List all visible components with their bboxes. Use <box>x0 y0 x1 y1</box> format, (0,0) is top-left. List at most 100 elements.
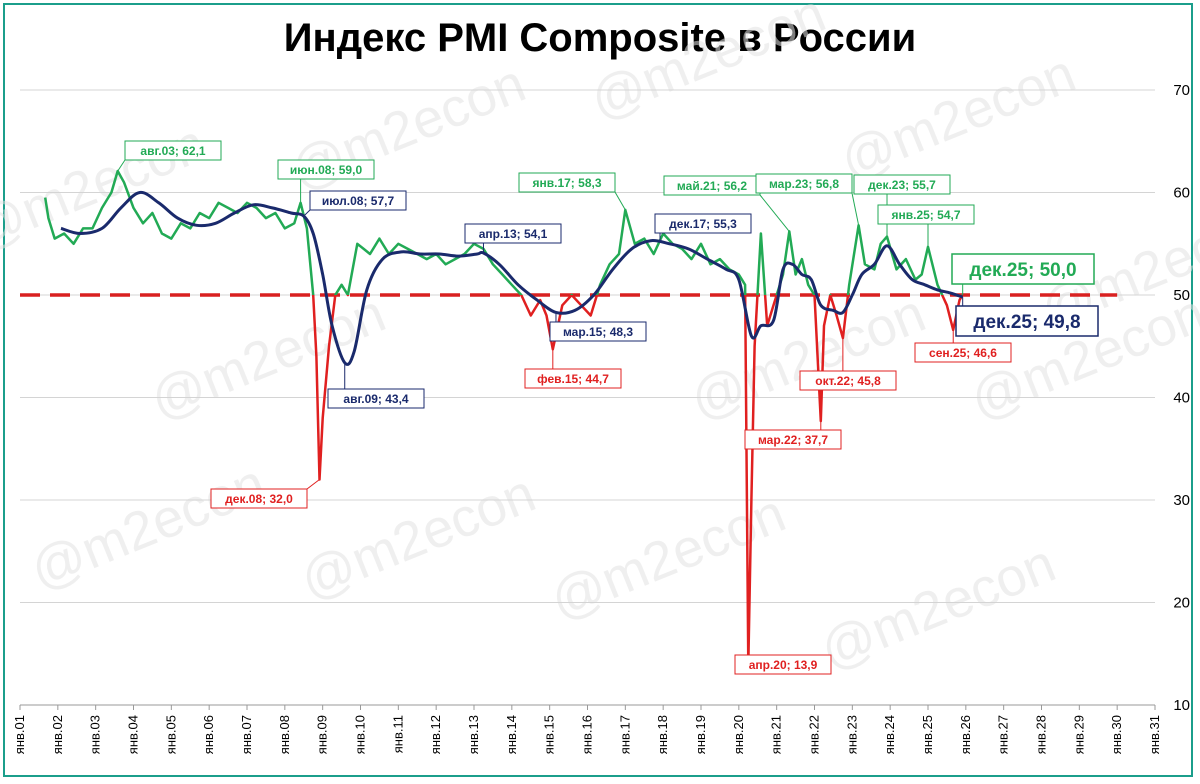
x-tick-26: янв.27 <box>996 715 1011 754</box>
annotation-label-7: мар.15; 48,3 <box>563 325 633 339</box>
watermark-11: @m2econ <box>682 283 933 431</box>
x-tick-19: янв.20 <box>731 715 746 754</box>
x-tick-5: янв.06 <box>201 715 216 754</box>
y-tick-20: 20 <box>1173 595 1190 612</box>
x-tick-27: янв.28 <box>1034 715 1049 754</box>
annotation-box-18 <box>799 370 897 391</box>
x-tick-29: янв.30 <box>1109 715 1124 754</box>
x-tick-24: янв.25 <box>920 715 935 754</box>
chart-frame <box>3 3 1193 777</box>
x-tick-1: янв.02 <box>50 715 65 754</box>
annotation-label-1: июн.08; 59,0 <box>290 163 363 177</box>
x-tick-7: янв.08 <box>277 715 292 754</box>
watermark-4: @m2econ <box>22 453 273 601</box>
annotation-box-1 <box>277 159 375 180</box>
x-tick-9: янв.10 <box>353 715 368 754</box>
annotation-box-17 <box>744 429 842 450</box>
annotation-label-9: дек.17; 55,3 <box>669 217 737 231</box>
x-tick-21: янв.22 <box>807 715 822 754</box>
x-tick-22: янв.23 <box>844 715 859 754</box>
annotation-leader-2 <box>303 209 311 217</box>
x-tick-23: янв.24 <box>882 715 897 754</box>
annotation-leader-3 <box>306 479 320 490</box>
annotation-box-2 <box>309 190 407 211</box>
x-tick-2: янв.03 <box>88 715 103 754</box>
y-tick-30: 30 <box>1173 492 1190 509</box>
series-monthly-below <box>311 295 964 667</box>
watermark-6: @m2econ <box>542 483 793 631</box>
annotation-box-6 <box>518 172 616 193</box>
x-tick-30: янв.31 <box>1147 715 1162 754</box>
x-tick-4: янв.05 <box>163 715 178 754</box>
x-tick-6: янв.07 <box>239 715 254 754</box>
annotation-label-6: янв.17; 58,3 <box>533 176 602 190</box>
annotation-label-11: мар.23; 56,8 <box>769 177 839 191</box>
annotation-leader-0 <box>117 159 126 172</box>
x-tick-12: янв.13 <box>466 715 481 754</box>
annotation-box-4 <box>327 388 425 409</box>
watermark-10: @m2econ <box>142 283 393 431</box>
annotation-label-0: авг.03; 62,1 <box>140 144 206 158</box>
annotation-box-12 <box>853 174 951 195</box>
annotation-box-0 <box>124 140 222 161</box>
annotation-label-19: сен.25; 46,6 <box>929 346 997 360</box>
annotation-box-5 <box>464 223 562 244</box>
annotation-box-8 <box>524 368 622 389</box>
annotation-label-4: авг.09; 43,4 <box>343 392 409 406</box>
x-tick-10: янв.11 <box>390 715 405 753</box>
annotation-label-18: окт.22; 45,8 <box>815 374 881 388</box>
watermark-7: @m2econ <box>812 533 1063 681</box>
x-tick-8: янв.09 <box>315 715 330 754</box>
chart-title: Индекс PMI Composite в России <box>283 16 917 60</box>
y-tick-60: 60 <box>1173 185 1190 202</box>
annotation-label-2: июл.08; 57,7 <box>322 194 395 208</box>
x-tick-20: янв.21 <box>769 715 784 754</box>
watermark-5: @m2econ <box>292 463 543 611</box>
annotation-label-5: апр.13; 54,1 <box>479 227 548 241</box>
y-tick-10: 10 <box>1173 697 1190 714</box>
annotation-leader-6 <box>614 191 626 211</box>
axes-layer: 10 20 30 40 50 60 70 янв.01 янв.02 янв.03 янв.04 ян… <box>12 82 1190 754</box>
annotation-box-11 <box>755 173 853 194</box>
annotation-label-8: фев.15; 44,7 <box>537 372 609 386</box>
x-tick-17: янв.18 <box>655 715 670 754</box>
y-tick-40: 40 <box>1173 390 1190 407</box>
watermark-0: @m2econ <box>0 113 213 261</box>
annotation-label-13: янв.25; 54,7 <box>892 208 961 222</box>
y-tick-70: 70 <box>1173 82 1190 99</box>
watermark-3: @m2econ <box>832 43 1083 191</box>
annotation-box-3 <box>210 488 308 509</box>
x-tick-13: янв.14 <box>504 715 519 754</box>
annotation-box-19 <box>914 342 1012 363</box>
annotation-label-3: дек.08; 32,0 <box>225 492 293 506</box>
annotation-box-14 <box>951 253 1095 285</box>
annotations-layer: авг.03; 62,1 июн.08; 59,0 июл.08; 57,7 дек.… <box>117 140 1099 675</box>
series-monthly-above <box>43 169 963 295</box>
x-tick-15: янв.16 <box>580 715 595 754</box>
annotation-leader-10 <box>759 194 790 232</box>
x-tick-11: янв.12 <box>428 715 443 754</box>
x-tick-16: янв.17 <box>617 715 632 754</box>
annotation-box-9 <box>654 213 752 234</box>
annotation-leader-11 <box>851 192 860 226</box>
series-layer <box>43 169 964 667</box>
y-tick-50: 50 <box>1173 287 1190 304</box>
annotation-label-17: мар.22; 37,7 <box>758 433 828 447</box>
x-tick-3: янв.04 <box>126 715 141 754</box>
x-tick-14: янв.15 <box>542 715 557 754</box>
annotation-label-10: май.21; 56,2 <box>677 179 747 193</box>
annotation-label-15: дек.25; 49,8 <box>973 312 1080 333</box>
x-tick-28: янв.29 <box>1071 715 1086 754</box>
annotation-box-15 <box>955 305 1099 337</box>
annotation-box-13 <box>877 204 975 225</box>
x-tick-0: янв.01 <box>12 715 27 754</box>
x-tick-18: янв.19 <box>693 715 708 754</box>
annotation-label-12: дек.23; 55,7 <box>868 178 936 192</box>
series-trend <box>60 190 964 366</box>
watermark-2: @m2econ <box>582 0 833 131</box>
annotation-label-16: апр.20; 13,9 <box>749 658 818 672</box>
annotation-label-14: дек.25; 50,0 <box>969 260 1076 281</box>
annotation-box-7 <box>549 321 647 342</box>
annotation-box-16 <box>734 654 832 675</box>
